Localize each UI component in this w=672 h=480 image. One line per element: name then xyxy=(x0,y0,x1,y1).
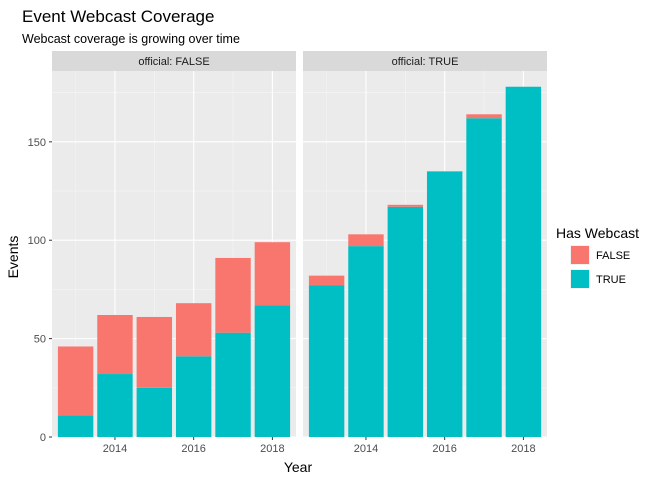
legend-key-false xyxy=(571,246,589,264)
bar-true-2015 xyxy=(387,206,424,437)
bar-true-2017 xyxy=(466,118,502,438)
bar-true-2013 xyxy=(308,285,345,437)
x-tick-label: 2014 xyxy=(103,443,127,455)
bar-false-2015 xyxy=(136,316,173,388)
y-tick-label: 0 xyxy=(40,432,46,444)
bar-false-2016 xyxy=(175,303,212,357)
x-tick-label: 2014 xyxy=(354,443,378,455)
bar-false-2017 xyxy=(466,114,502,119)
bar-false-2014 xyxy=(348,234,384,247)
x-tick-label: 2018 xyxy=(260,443,284,455)
bar-true-2013 xyxy=(57,415,94,437)
legend-label-true: TRUE xyxy=(596,274,626,286)
chart-subtitle: Webcast coverage is growing over time xyxy=(22,32,240,46)
bar-true-2014 xyxy=(348,246,384,437)
y-tick-label: 150 xyxy=(28,137,46,149)
chart-title: Event Webcast Coverage xyxy=(22,7,214,26)
legend-key-true xyxy=(571,270,589,288)
bar-true-2015 xyxy=(136,387,173,437)
bar-true-2018 xyxy=(505,86,542,437)
y-tick-label: 50 xyxy=(34,334,46,346)
legend-label-false: FALSE xyxy=(596,250,630,262)
x-tick-label: 2016 xyxy=(432,443,456,455)
bar-true-2016 xyxy=(175,356,212,437)
facet-strip xyxy=(303,51,547,71)
bar-true-2016 xyxy=(426,171,463,437)
facet-strip xyxy=(52,51,296,71)
bar-false-2013 xyxy=(57,346,94,416)
y-axis: 0 50 100 150 xyxy=(28,137,52,444)
bar-true-2014 xyxy=(97,374,133,437)
bar-false-2017 xyxy=(215,257,251,333)
x-axis-title: Year xyxy=(284,459,313,475)
legend: Has Webcast FALSE TRUE xyxy=(556,225,639,289)
legend-title: Has Webcast xyxy=(556,225,639,241)
facet-strip-label: official: TRUE xyxy=(392,56,459,68)
y-axis-title: Events xyxy=(5,236,21,279)
facet-panel-1: official: FALSE 2014 2016 2018 xyxy=(52,51,296,455)
bar-false-2015 xyxy=(387,204,424,207)
x-tick-label: 2016 xyxy=(181,443,205,455)
bar-false-2013 xyxy=(308,275,345,286)
y-tick-label: 100 xyxy=(28,235,46,247)
bar-true-2017 xyxy=(215,332,251,437)
bar-false-2014 xyxy=(97,315,133,375)
facet-panel-2: official: TRUE 2014 2016 2018 xyxy=(303,51,547,455)
facet-strip-label: official: FALSE xyxy=(138,56,209,68)
bar-true-2018 xyxy=(254,305,291,437)
bar-false-2018 xyxy=(254,242,291,306)
x-tick-label: 2018 xyxy=(511,443,535,455)
